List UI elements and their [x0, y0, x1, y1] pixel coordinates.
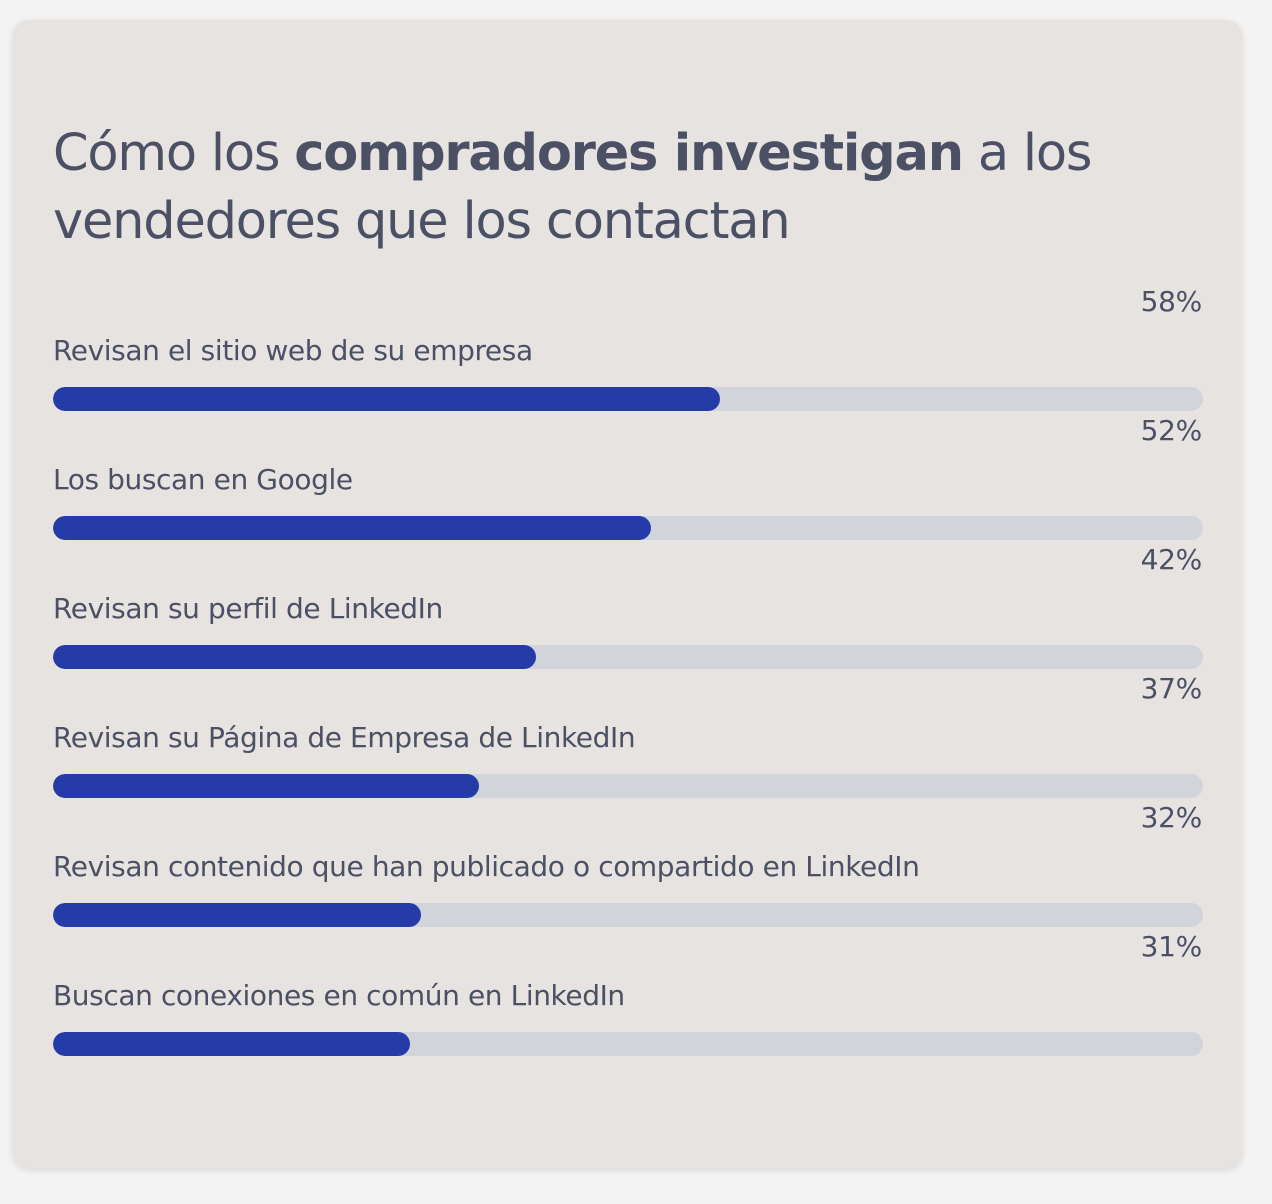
bar-track — [53, 645, 1203, 669]
bar-category-label: Revisan su Página de Empresa de LinkedIn — [53, 721, 636, 754]
bar-value-label: 42% — [1140, 543, 1203, 576]
bar-value-label: 58% — [1140, 285, 1203, 318]
bar — [53, 387, 720, 411]
bar — [53, 903, 421, 927]
bar — [53, 1032, 410, 1056]
bar-value-label: 37% — [1140, 672, 1203, 705]
bar-category-label: Buscan conexiones en común en LinkedIn — [53, 979, 625, 1012]
chart-card: Cómo los compradores investigan a los ve… — [13, 20, 1242, 1168]
title-emphasis: compradores investigan — [294, 124, 964, 183]
bar-track — [53, 774, 1203, 798]
bar-category-label: Revisan su perfil de LinkedIn — [53, 592, 443, 625]
title-part-1: Cómo los — [53, 124, 295, 183]
bar-value-label: 52% — [1140, 414, 1203, 447]
bar-value-label: 31% — [1140, 930, 1203, 963]
bar — [53, 645, 536, 669]
bar — [53, 516, 651, 540]
bar-track — [53, 387, 1203, 411]
bar-category-label: Revisan contenido que han publicado o co… — [53, 850, 920, 883]
title-part-2: a los vendedores que los contactan — [53, 124, 1092, 251]
bar-track — [53, 1032, 1203, 1056]
bar-track — [53, 903, 1203, 927]
bar-track — [53, 516, 1203, 540]
bar-chart: 58% Revisan el sitio web de su empresa 52%… — [13, 20, 1242, 1168]
bar-value-label: 32% — [1140, 801, 1203, 834]
bar-category-label: Revisan el sitio web de su empresa — [53, 334, 533, 367]
chart-title: Cómo los compradores investigan a los ve… — [53, 120, 1203, 256]
bar-category-label: Los buscan en Google — [53, 463, 353, 496]
bar — [53, 774, 479, 798]
